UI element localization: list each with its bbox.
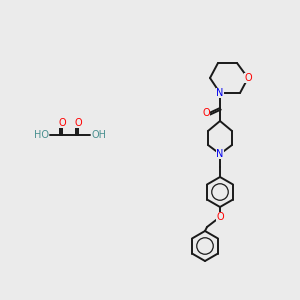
Text: O: O — [244, 73, 252, 83]
Text: OH: OH — [91, 130, 106, 140]
Text: N: N — [216, 149, 224, 159]
Text: O: O — [202, 108, 210, 118]
Text: N: N — [216, 88, 224, 98]
Text: O: O — [216, 212, 224, 222]
Text: O: O — [58, 118, 66, 128]
Text: O: O — [74, 118, 82, 128]
Text: HO: HO — [34, 130, 49, 140]
